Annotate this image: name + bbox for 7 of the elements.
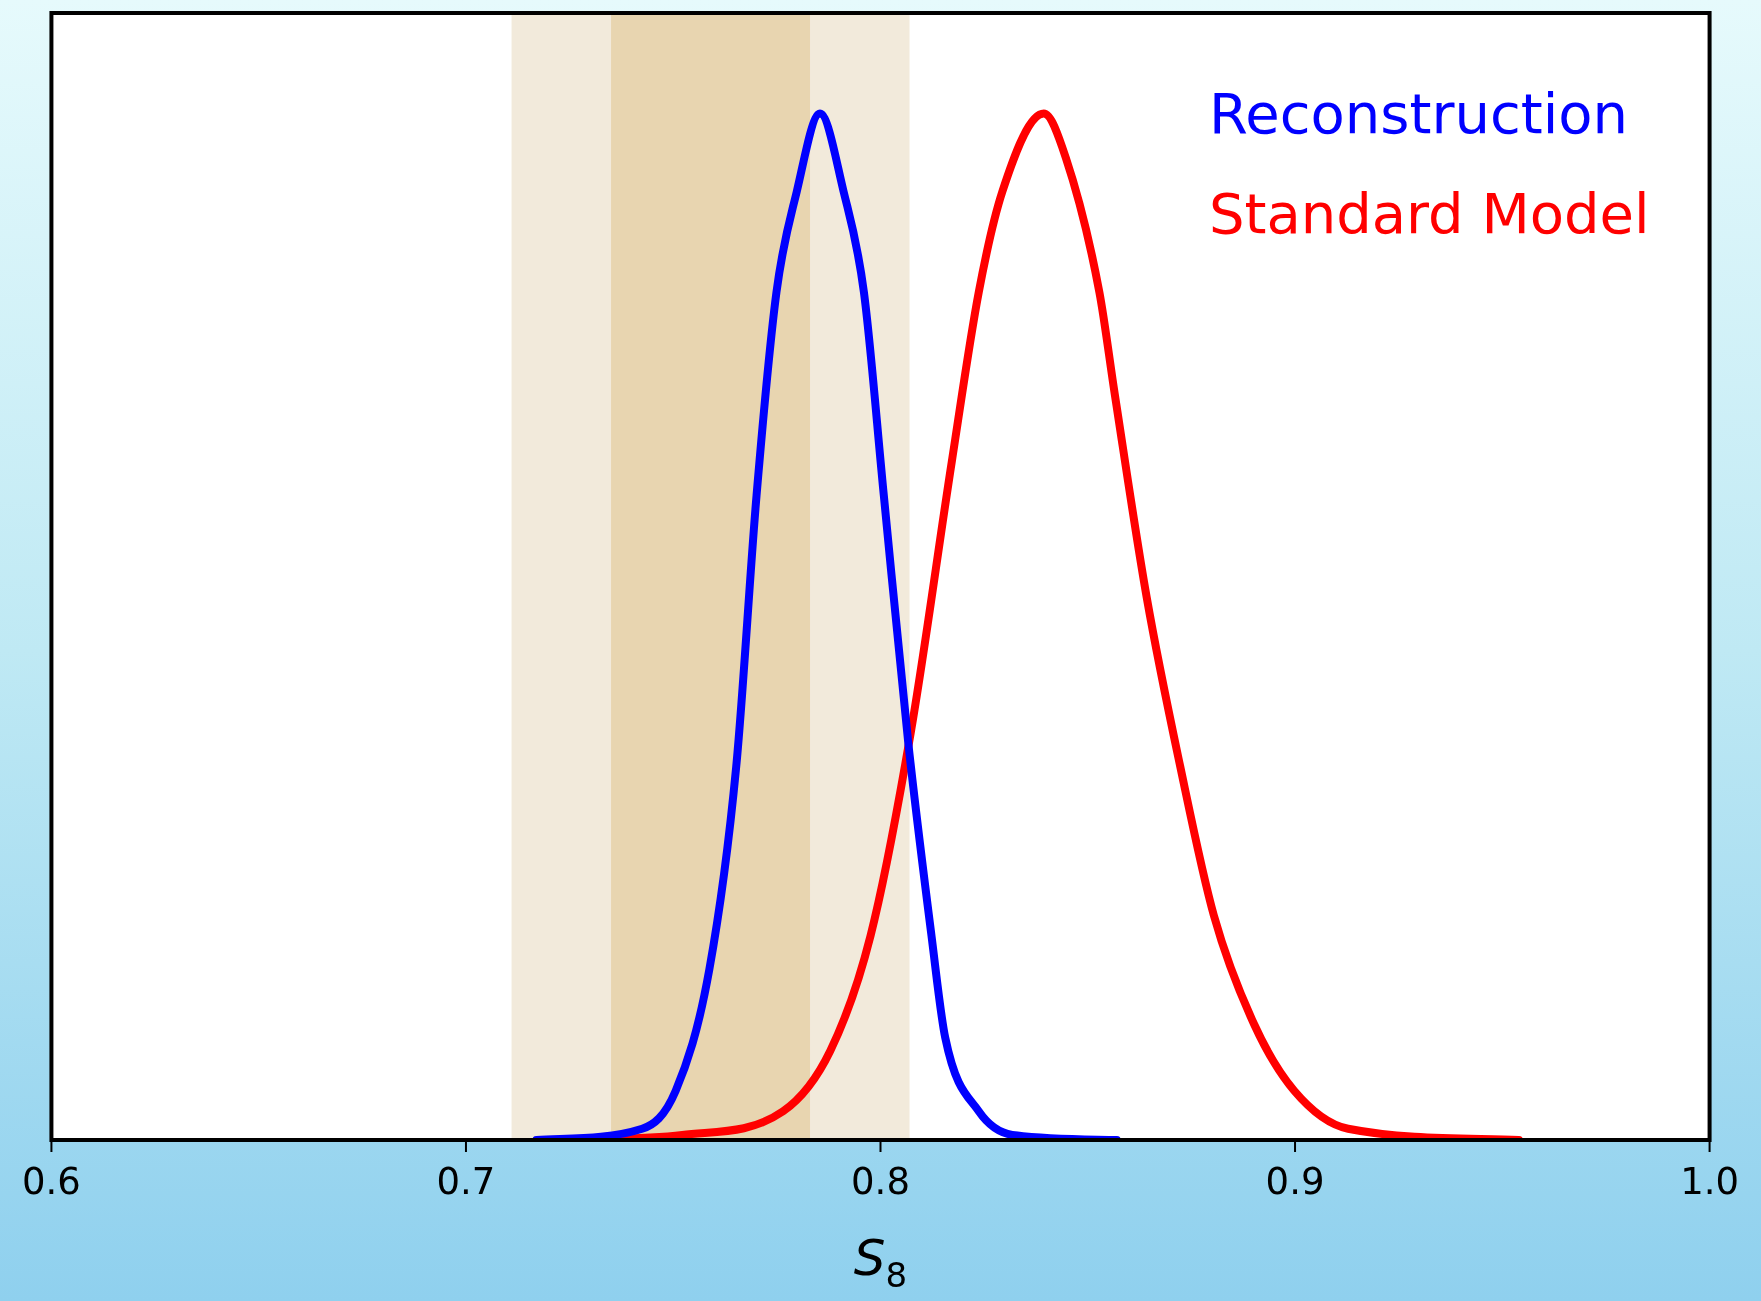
x-tick-label: 0.9 — [1265, 1159, 1325, 1203]
text: Standard Model — [1208, 181, 1650, 246]
text: Reconstruction — [1208, 81, 1628, 146]
x-tick-label: 0.7 — [436, 1159, 496, 1203]
x-tick-label: 0.6 — [22, 1159, 81, 1203]
x-tick-label: 0.8 — [851, 1159, 910, 1203]
x-tick-label: 1.0 — [1680, 1159, 1739, 1203]
